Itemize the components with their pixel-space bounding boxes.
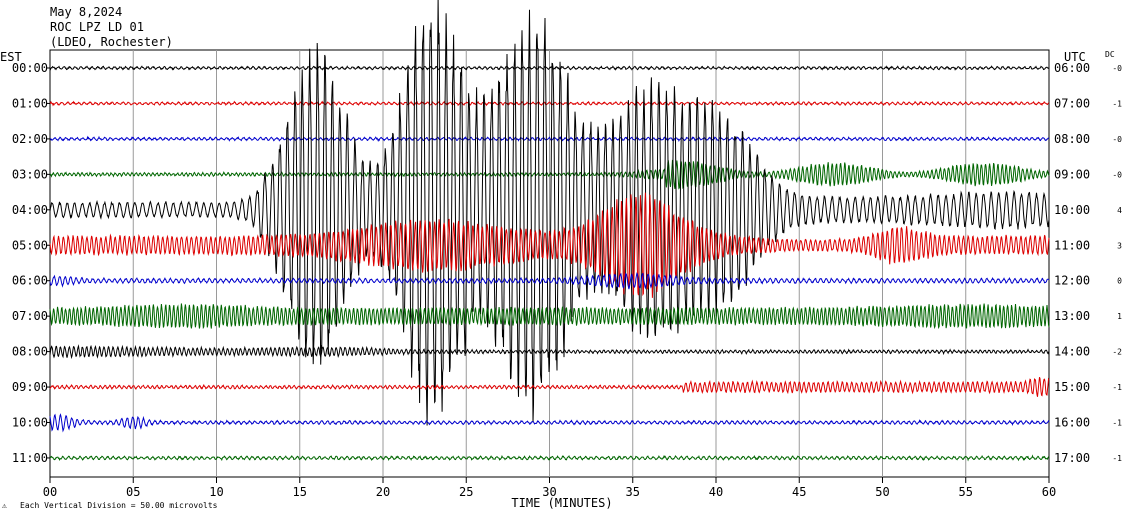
utc-time-label: 15:00 [1054, 380, 1090, 394]
station-label: ROC LPZ LD 01 [50, 20, 144, 34]
x-tick-label: 20 [376, 485, 390, 499]
x-tick-label: 00 [43, 485, 57, 499]
dc-value: 0 [1117, 277, 1122, 286]
est-time-label: 06:00 [12, 274, 48, 288]
scale-footer: Each Vertical Division = 50.00 microvolt… [20, 501, 218, 510]
x-tick-label: 10 [209, 485, 223, 499]
est-time-label: 03:00 [12, 167, 48, 181]
x-tick-label: 50 [875, 485, 889, 499]
trace-line [49, 0, 1050, 426]
utc-time-label: 16:00 [1054, 416, 1090, 430]
est-time-label: 00:00 [12, 61, 48, 75]
gridlines [132, 50, 967, 477]
x-tick-label: 30 [542, 485, 556, 499]
utc-time-label: 06:00 [1054, 61, 1090, 75]
est-time-label: 07:00 [12, 309, 48, 323]
x-axis-title: TIME (MINUTES) [511, 496, 612, 510]
x-tick-label: 05 [126, 485, 140, 499]
left-axis-label: EST [0, 50, 22, 64]
x-tick-label: 60 [1042, 485, 1056, 499]
trace-line [49, 272, 1050, 290]
utc-time-label: 11:00 [1054, 238, 1090, 252]
network-label: (LDEO, Rochester) [50, 35, 173, 49]
x-tick-label: 45 [792, 485, 806, 499]
x-tick-label: 25 [459, 485, 473, 499]
trace-line [49, 413, 1050, 433]
dc-value: -1 [1112, 383, 1122, 392]
right-axis-label: UTC [1064, 50, 1086, 64]
utc-time-label: 07:00 [1054, 96, 1090, 110]
date-label: May 8,2024 [50, 5, 122, 19]
trace-line [49, 100, 1050, 107]
utc-time-label: 10:00 [1054, 203, 1090, 217]
x-tick-label: 40 [709, 485, 723, 499]
dc-value: -1 [1112, 419, 1122, 428]
est-time-label: 02:00 [12, 132, 48, 146]
utc-time-label: 14:00 [1054, 345, 1090, 359]
utc-time-label: 17:00 [1054, 451, 1090, 465]
dc-value: -1 [1112, 99, 1122, 108]
dc-label: DC [1105, 50, 1115, 59]
trace-line [49, 192, 1050, 298]
dc-value: -0 [1112, 170, 1122, 179]
dc-value: 4 [1117, 206, 1122, 215]
traces [49, 0, 1050, 462]
x-ticks: 00 05 10 15 20 25 30 35 40 45 50 55 60 [43, 477, 1056, 499]
trace-line [49, 65, 1050, 71]
dc-value: -0 [1112, 64, 1122, 73]
est-time-label: 11:00 [12, 451, 48, 465]
dc-value: 1 [1117, 312, 1122, 321]
trace-line [49, 159, 1050, 190]
est-time-label: 09:00 [12, 380, 48, 394]
dc-value: -1 [1112, 454, 1122, 463]
dc-value: 3 [1117, 241, 1122, 250]
utc-labels: 06:00 07:00 08:00 09:00 10:00 11:00 12:00 13:00… [1054, 61, 1090, 465]
trace-line [49, 377, 1050, 397]
corner-icon: ⚠ [2, 501, 7, 510]
utc-time-label: 12:00 [1054, 274, 1090, 288]
est-time-label: 10:00 [12, 416, 48, 430]
x-tick-label: 35 [626, 485, 640, 499]
utc-time-label: 13:00 [1054, 309, 1090, 323]
dc-values: -0 -1 -0 -0 4 3 0 1 -2 -1 -1 -1 [1112, 64, 1122, 463]
x-tick-label: 55 [959, 485, 973, 499]
trace-line [49, 135, 1049, 143]
dc-value: -0 [1112, 135, 1122, 144]
est-time-label: 08:00 [12, 345, 48, 359]
est-time-label: 05:00 [12, 238, 48, 252]
trace-line [49, 303, 1050, 330]
utc-time-label: 09:00 [1054, 167, 1090, 181]
est-time-label: 04:00 [12, 203, 48, 217]
utc-time-label: 08:00 [1054, 132, 1090, 146]
est-time-label: 01:00 [12, 96, 48, 110]
dc-value: -2 [1112, 348, 1122, 357]
x-tick-label: 15 [293, 485, 307, 499]
trace-line [49, 344, 1050, 360]
est-labels: 00:00 01:00 02:00 03:00 04:00 05:00 06:00 07:00… [12, 61, 50, 465]
trace-line [49, 454, 1050, 462]
